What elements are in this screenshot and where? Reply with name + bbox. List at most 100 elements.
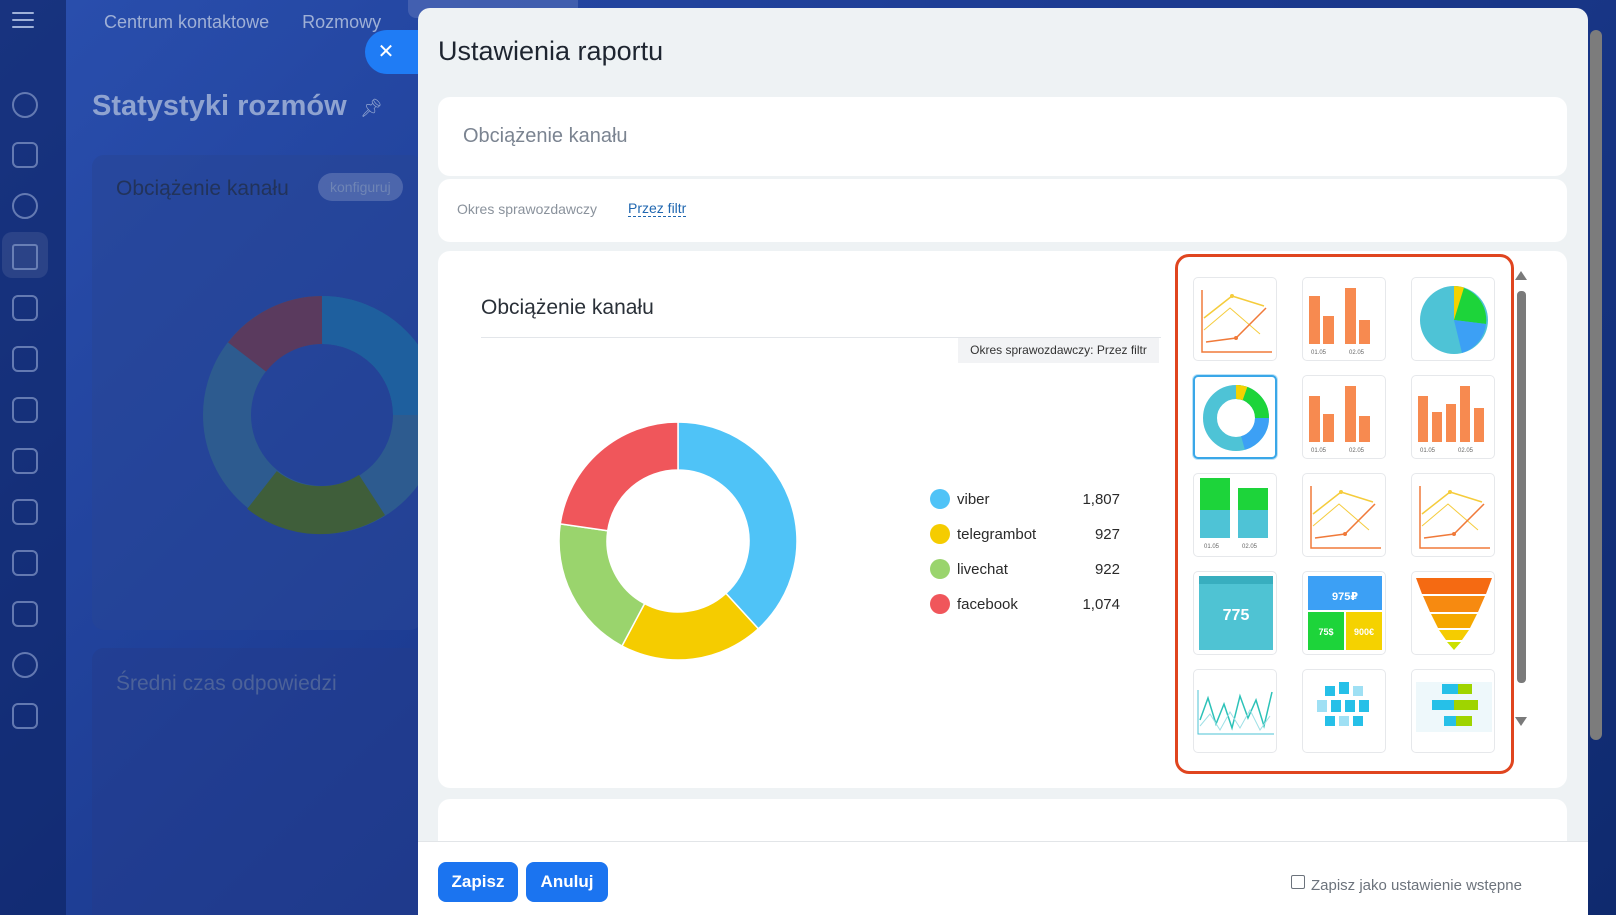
save-button[interactable]: Zapisz [438,862,518,902]
svg-text:02.05: 02.05 [1349,350,1365,356]
gantt-widget-icon [1416,682,1492,732]
sidebar-icon-robot[interactable] [12,295,38,321]
chart-type-bar[interactable]: 01.05 02.05 [1302,277,1386,361]
hamburger-menu-icon[interactable] [12,12,34,30]
svg-text:01.05: 01.05 [1311,448,1327,454]
legend-item[interactable]: facebook 1,074 [930,592,1130,627]
sidebar-icon-bars[interactable] [12,499,38,525]
donut-slice-viber[interactable] [677,421,798,630]
chart-type-line[interactable] [1411,473,1495,557]
legend-value: 927 [1094,526,1120,543]
svg-text:02.05: 02.05 [1349,448,1365,454]
report-name-field[interactable]: Obciążenie kanału [438,97,1567,176]
sidebar-icon-box[interactable] [12,703,38,729]
chart-type-line[interactable] [1302,473,1386,557]
svg-text:02.05: 02.05 [1242,544,1258,550]
legend-color-dot [930,489,950,509]
svg-text:975₽: 975₽ [1332,591,1358,603]
nav-item[interactable]: Rozmowy [302,12,382,32]
donut-slice-livechat[interactable] [558,523,646,648]
chart-config-section: Obciążenie kanału Okres sprawozdawczy: P… [438,251,1567,788]
period-filter-link[interactable]: Przez filtr [628,200,687,217]
chart-type-donut[interactable] [1193,375,1277,459]
legend-color-dot [930,559,950,579]
bar-chart-icon: 01.05 02.05 [1309,288,1370,356]
sidebar-icon-calendar[interactable] [12,448,38,474]
legend-item[interactable]: telegrambot 927 [930,522,1130,557]
page-scrollbar[interactable] [1590,30,1602,740]
chart-type-number[interactable]: 775 [1193,571,1277,655]
close-slider-button[interactable]: ✕ [365,30,421,74]
chart-type-sparkline[interactable] [1193,669,1277,753]
svg-text:75$: 75$ [1318,627,1333,637]
save-preset-label: Zapisz jako ustawienie wstępne [1311,877,1522,894]
picker-scroll-up-icon[interactable] [1515,271,1527,280]
background-report-card-2: Średni czas odpowiedzi [92,648,422,915]
cancel-button[interactable]: Anuluj [526,862,608,902]
page-title: Statystyki rozmów [92,90,347,122]
svg-text:02.05: 02.05 [1458,448,1474,454]
svg-text:01.05: 01.05 [1420,448,1436,454]
chart-type-multi-number[interactable]: 975₽ 75$ 900€ [1302,571,1386,655]
svg-text:01.05: 01.05 [1204,544,1220,550]
sidebar-icon-flow[interactable] [12,92,38,118]
bar-chart-icon: 01.05 02.05 [1418,386,1484,454]
chart-type-gantt[interactable] [1411,669,1495,753]
sidebar-icon-funnel[interactable] [12,244,38,270]
sidebar-icon-pen[interactable] [12,601,38,627]
pin-icon[interactable]: 📌︎ [360,98,383,118]
divider [481,337,1161,338]
chart-type-line[interactable] [1193,277,1277,361]
legend-color-dot [930,594,950,614]
chart-type-bar[interactable]: 01.05 02.05 [1411,375,1495,459]
chart-type-stacked-bar[interactable]: 01.05 02.05 [1193,473,1277,557]
nav-item[interactable]: Centrum kontaktowe [104,12,270,32]
panel-footer: Zapisz Anuluj Zapisz jako ustawienie wst… [418,841,1588,915]
sidebar-icon-cart[interactable] [12,346,38,372]
line-chart-icon [1201,290,1272,353]
report-name-value: Obciążenie kanału [463,125,628,147]
sparkline-icon [1197,690,1274,735]
configure-badge[interactable]: konfiguruj [318,173,403,201]
left-sidebar [0,0,66,915]
picker-scroll-down-icon[interactable] [1515,717,1527,726]
panel-title: Ustawienia raportu [438,36,664,66]
number-widget-icon: 775 [1199,576,1273,650]
chart-type-grid[interactable] [1302,669,1386,753]
svg-text:900€: 900€ [1354,627,1374,637]
sidebar-icon-circle[interactable] [12,652,38,678]
period-section: Okres sprawozdawczy Przez filtr [438,179,1567,242]
line-chart-icon [1419,486,1490,549]
sidebar-icon-store[interactable] [12,397,38,423]
chart-type-bar[interactable]: 01.05 02.05 [1302,375,1386,459]
sidebar-item-active[interactable] [2,232,48,278]
card-title: Obciążenie kanału [116,177,289,200]
stacked-bar-icon: 01.05 02.05 [1200,478,1268,550]
sidebar-icon-target[interactable] [12,193,38,219]
legend-label: viber [957,491,990,508]
bar-chart-icon: 01.05 02.05 [1309,386,1370,454]
period-label: Okres sprawozdawczy [457,201,598,217]
chart-type-funnel[interactable] [1411,571,1495,655]
background-report-card: Obciążenie kanału konfiguruj [92,155,441,630]
svg-text:01.05: 01.05 [1311,350,1327,356]
period-tag: Okres sprawozdawczy: Przez filtr [958,338,1159,363]
card-title: Średni czas odpowiedzi [116,672,337,695]
chart-type-pie[interactable] [1411,277,1495,361]
top-nav: Centrum kontaktowe Rozmowy [104,12,409,33]
close-icon: ✕ [377,41,395,63]
legend-color-dot [930,524,950,544]
donut-slice-facebook[interactable] [559,421,679,532]
pie-chart-icon [1420,286,1488,354]
sidebar-icon-document[interactable] [12,550,38,576]
donut-chart [558,421,798,661]
save-preset-checkbox[interactable] [1291,875,1305,889]
legend-label: livechat [957,561,1008,578]
svg-text:775: 775 [1223,607,1250,624]
legend-label: facebook [957,596,1018,613]
legend-value: 1,074 [1082,596,1120,613]
sidebar-icon-card[interactable] [12,142,38,168]
legend-item[interactable]: viber 1,807 [930,487,1130,522]
legend-item[interactable]: livechat 922 [930,557,1130,592]
picker-scrollbar[interactable] [1517,291,1526,683]
